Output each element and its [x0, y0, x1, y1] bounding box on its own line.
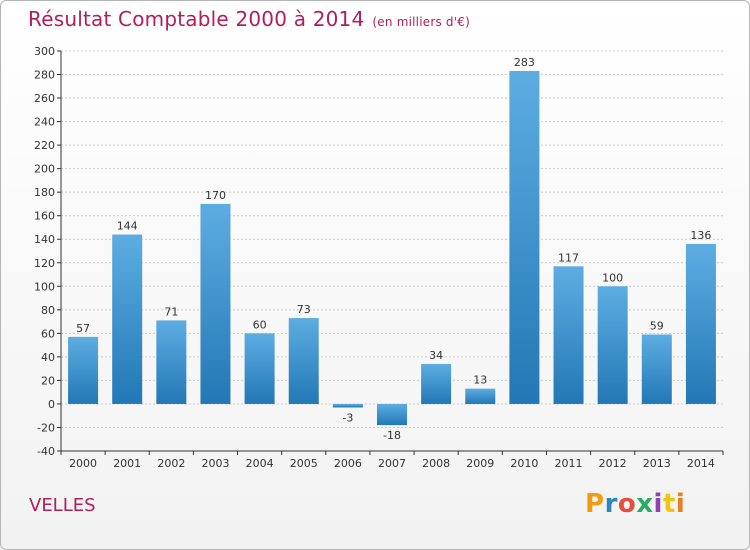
- bar-2011: [553, 266, 584, 404]
- y-tick-label: 140: [34, 233, 55, 246]
- data-label-2010: 283: [514, 56, 535, 69]
- x-tick-label-2005: 2005: [290, 457, 318, 470]
- x-tick-label-2004: 2004: [246, 457, 274, 470]
- y-tick-label: 160: [34, 210, 55, 223]
- y-tick-label: 280: [34, 69, 55, 82]
- x-tick-label-2014: 2014: [687, 457, 715, 470]
- bar-2013: [641, 334, 672, 404]
- chart-subtitle: (en milliers d'€): [372, 15, 470, 29]
- y-tick-label: 200: [34, 163, 55, 176]
- logo-letter: P: [585, 489, 605, 519]
- y-tick-label: 80: [41, 304, 55, 317]
- bar-2009: [465, 388, 496, 404]
- data-labels: 57 144 71 170 60 73 -3 -18 34 13 283 117 100 59 136: [76, 56, 711, 442]
- logo-letter: t: [662, 489, 676, 519]
- data-label-2003: 170: [205, 189, 226, 202]
- bar-2005: [288, 318, 319, 404]
- bar-2006: [332, 403, 363, 408]
- proxiti-logo[interactable]: Proxiti: [585, 489, 685, 519]
- logo-letter: i: [675, 489, 686, 519]
- data-label-2012: 100: [602, 271, 623, 284]
- bar-2010: [509, 71, 540, 404]
- data-label-2001: 144: [117, 220, 138, 233]
- bars: [68, 71, 716, 426]
- y-tick-label: 60: [41, 327, 55, 340]
- y-tick-label: -40: [37, 445, 55, 458]
- x-tick-label-2003: 2003: [201, 457, 229, 470]
- bar-2000: [68, 336, 99, 404]
- logo-letter: o: [617, 489, 637, 519]
- x-tick-label-2002: 2002: [157, 457, 185, 470]
- logo-letter: i: [653, 489, 663, 519]
- chart-title: Résultat Comptable 2000 à 2014 (en millie…: [28, 7, 470, 31]
- data-label-2002: 71: [164, 305, 178, 318]
- x-tick-label-2007: 2007: [378, 457, 406, 470]
- x-tick-label-2009: 2009: [466, 457, 494, 470]
- place-name: VELLES: [29, 495, 96, 516]
- x-tick-label-2013: 2013: [643, 457, 671, 470]
- data-label-2005: 73: [297, 303, 311, 316]
- title-text: Résultat Comptable 2000 à 2014: [28, 7, 365, 31]
- data-label-2011: 117: [558, 251, 579, 264]
- bar-2008: [421, 363, 452, 404]
- x-tick-label-2010: 2010: [510, 457, 538, 470]
- y-tick-label: 40: [41, 351, 55, 364]
- x-tick-label-2000: 2000: [69, 457, 97, 470]
- x-tick-label-2012: 2012: [599, 457, 627, 470]
- y-tick-label: 300: [34, 45, 55, 58]
- x-tick-label-2008: 2008: [422, 457, 450, 470]
- data-label-2007: -18: [383, 429, 401, 442]
- data-label-2004: 60: [253, 318, 267, 331]
- y-tick-label: 220: [34, 139, 55, 152]
- y-tick-label: 240: [34, 116, 55, 129]
- logo-letter: x: [636, 489, 654, 519]
- y-tick-label: 100: [34, 280, 55, 293]
- x-tick-label-2011: 2011: [555, 457, 583, 470]
- y-tick-label: 180: [34, 186, 55, 199]
- x-tick-label-2001: 2001: [113, 457, 141, 470]
- data-label-2006: -3: [342, 411, 353, 424]
- data-label-2014: 136: [690, 229, 711, 242]
- bar-2014: [685, 243, 716, 404]
- bar-2002: [156, 320, 187, 404]
- data-label-2008: 34: [429, 349, 443, 362]
- x-tick-label-2006: 2006: [334, 457, 362, 470]
- axes: -40 -20 0 20 40 60 80 100 120 140 160 180 200 220 240 2…: [34, 45, 724, 470]
- data-label-2000: 57: [76, 322, 90, 335]
- y-tick-label: 20: [41, 374, 55, 387]
- y-tick-label: 260: [34, 92, 55, 105]
- y-tick-label: 120: [34, 257, 55, 270]
- data-label-2009: 13: [473, 374, 487, 387]
- bar-2004: [244, 333, 275, 404]
- bar-2012: [597, 286, 628, 404]
- logo-letter: r: [604, 489, 618, 519]
- bar-2007: [377, 403, 407, 426]
- data-label-2013: 59: [650, 320, 664, 333]
- bar-2001: [112, 234, 143, 404]
- y-tick-label: 0: [48, 398, 55, 411]
- bar-2003: [200, 203, 231, 404]
- y-tick-label: -20: [37, 421, 55, 434]
